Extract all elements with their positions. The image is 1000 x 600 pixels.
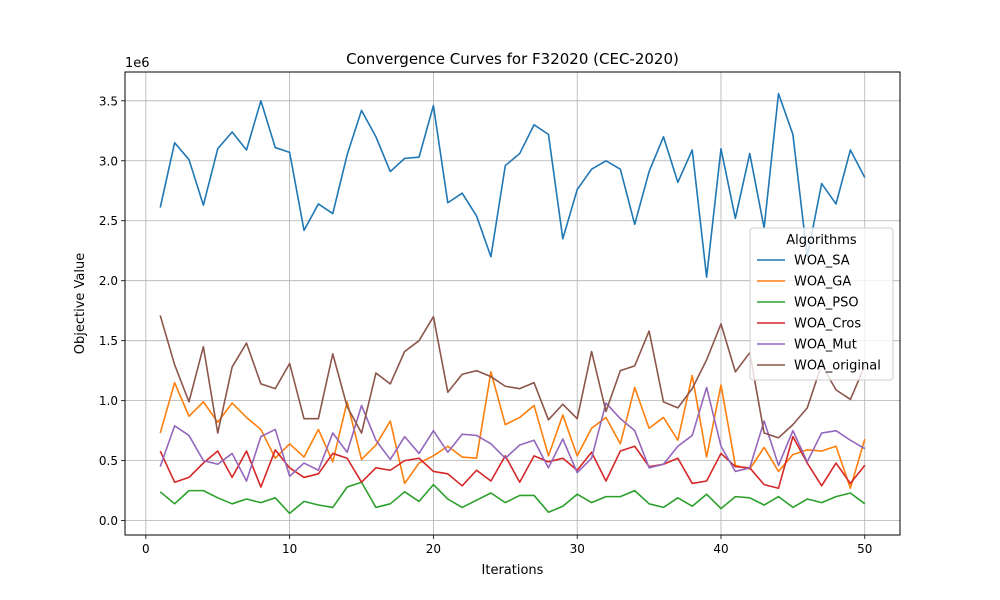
series-layer bbox=[159, 92, 866, 515]
legend-label-woa-pso: WOA_PSO bbox=[794, 296, 859, 311]
legend-items: WOA_SA WOA_GA WOA_PSO WOA_Cros WOA_Mut WOA_or… bbox=[757, 254, 881, 374]
x-tick-label: 20 bbox=[426, 542, 441, 556]
y-tick-label: 2.0 bbox=[99, 274, 118, 288]
series-line-woa-sa bbox=[159, 92, 866, 278]
y-tick-label: 3.5 bbox=[99, 94, 118, 108]
series-line-woa-ga bbox=[159, 371, 866, 490]
x-axis-label: Iterations bbox=[482, 563, 544, 578]
y-tick-label: 0.5 bbox=[99, 454, 118, 468]
series-line-woa-cros bbox=[159, 435, 866, 490]
x-tick-label: 50 bbox=[857, 542, 872, 556]
chart-title: Convergence Curves for F32020 (CEC-2020) bbox=[346, 50, 679, 68]
y-tick-label: 3.0 bbox=[99, 154, 118, 168]
x-tick-label: 40 bbox=[713, 542, 728, 556]
y-tick-label: 0.0 bbox=[99, 514, 118, 528]
legend: Algorithms WOA_SAWOA_GAWOA_PSOWOA_CrosWO… bbox=[749, 227, 894, 381]
tick-layer: 0 10 20 30 40 50 0.0 0.5 1.0 1.5 2.0 2.5 3.0 3.5 bbox=[99, 94, 873, 556]
legend-label-woa-mut: WOA_Mut bbox=[794, 338, 857, 353]
series-line-woa-original bbox=[159, 315, 866, 439]
y-offset-label: 1e6 bbox=[125, 56, 150, 71]
y-tick-label: 2.5 bbox=[99, 214, 118, 228]
legend-label-woa-sa: WOA_SA bbox=[794, 254, 850, 269]
legend-label-woa-ga: WOA_GA bbox=[794, 275, 851, 290]
series-line-woa-mut bbox=[159, 386, 866, 482]
y-axis-label: Objective Value bbox=[73, 253, 88, 354]
x-tick-label: 30 bbox=[570, 542, 585, 556]
legend-label-woa-original: WOA_original bbox=[794, 359, 881, 374]
legend-box bbox=[749, 227, 894, 381]
plot-frame bbox=[124, 71, 901, 536]
x-tick-label: 10 bbox=[282, 542, 297, 556]
legend-title: Algorithms bbox=[786, 233, 857, 248]
x-tick-label: 0 bbox=[142, 542, 150, 556]
y-tick-label: 1.0 bbox=[99, 394, 118, 408]
y-tick-label: 1.5 bbox=[99, 334, 118, 348]
legend-label-woa-cros: WOA_Cros bbox=[794, 317, 861, 332]
series-line-woa-pso bbox=[159, 481, 866, 515]
